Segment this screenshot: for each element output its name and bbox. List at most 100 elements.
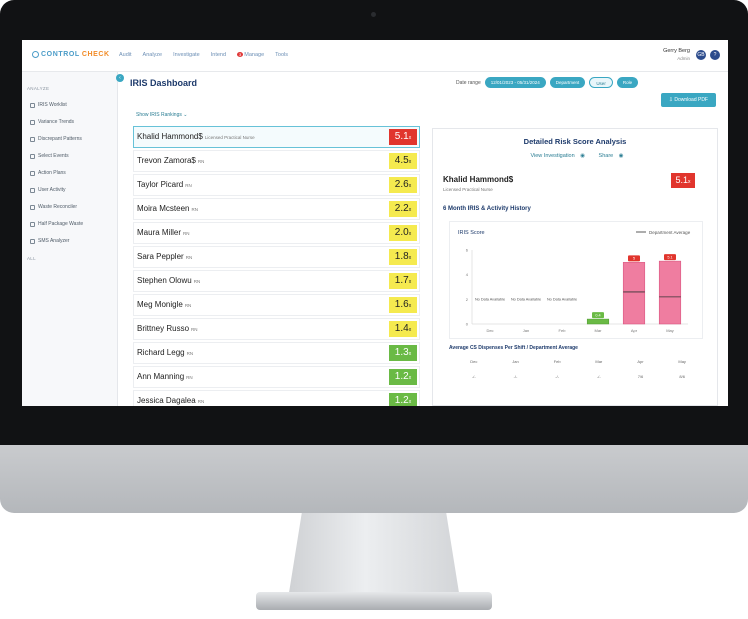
iris-score-badge: 5.1x bbox=[389, 129, 417, 145]
main-nav: Audit Analyze Investigate Intend 3 Manage… bbox=[119, 52, 288, 58]
avg-month-header: Mar bbox=[595, 359, 603, 364]
sidebar-item-user-activity[interactable]: User Activity bbox=[30, 187, 66, 193]
ranking-row[interactable]: Richard Legg RN 1.3x bbox=[133, 342, 420, 364]
x-tick-label: May bbox=[666, 328, 674, 333]
ranking-row[interactable]: Brittney Russo RN 1.4x bbox=[133, 318, 420, 340]
sidebar-item-discrepant-patterns[interactable]: Discrepant Patterns bbox=[30, 136, 82, 142]
ranking-row[interactable]: Ann Manning RN 1.2x bbox=[133, 366, 420, 388]
ranking-role: Licensed Practical Nurse bbox=[204, 135, 255, 140]
trend-icon bbox=[30, 119, 35, 125]
sidebar-item-variance-trends[interactable]: Variance Trends bbox=[30, 119, 74, 125]
bar-value-label: 0.4 bbox=[595, 313, 600, 317]
sidebar-item-waste-reconciler[interactable]: Waste Reconciler bbox=[30, 204, 77, 210]
ranking-name: Taylor Picard RN bbox=[137, 180, 192, 189]
avg-month-header: Jan bbox=[512, 359, 519, 364]
employee-role: Licensed Practical Nurse bbox=[443, 187, 493, 192]
y-tick-label: 2 bbox=[466, 297, 469, 302]
sidebar-item-sms-analyzer[interactable]: SMS Analyzer bbox=[30, 238, 69, 244]
history-title: 6 Month IRIS & Activity History bbox=[443, 206, 531, 212]
ranking-row[interactable]: Stephen Olowu RN 1.7x bbox=[133, 270, 420, 292]
user-menu[interactable]: Gerry Berg Admin bbox=[663, 47, 690, 63]
show-rankings-toggle[interactable]: Show IRIS Rankings ⌄ bbox=[136, 112, 188, 118]
view-investigation-link[interactable]: View Investigation ◉ bbox=[530, 153, 585, 159]
nav-investigate[interactable]: Investigate bbox=[173, 52, 200, 58]
iris-score-badge: 1.4x bbox=[389, 321, 417, 337]
avatar[interactable]: GB bbox=[696, 50, 706, 60]
department-select[interactable]: Department bbox=[549, 77, 586, 88]
ranking-role: RN bbox=[191, 207, 198, 212]
ranking-name: Brittney Russo RN bbox=[137, 324, 198, 333]
download-pdf-button[interactable]: ⇩ Download PDF bbox=[660, 93, 716, 107]
ranking-name: Khalid Hammond$ Licensed Practical Nurse bbox=[137, 132, 255, 141]
nav-manage[interactable]: 3 Manage bbox=[237, 52, 265, 58]
event-icon bbox=[30, 153, 35, 159]
ranking-role: RN bbox=[185, 255, 193, 260]
avg-month-value: 7/6 bbox=[637, 374, 644, 379]
date-range-select[interactable]: 12/01/2023 - 05/31/2024 bbox=[484, 77, 546, 88]
app-logo[interactable]: CONTROL CHECK bbox=[32, 51, 110, 58]
webcam-icon bbox=[371, 12, 376, 17]
role-select[interactable]: Role bbox=[616, 77, 639, 88]
avg-month-value: -/- bbox=[513, 374, 518, 379]
ranking-role: RN bbox=[183, 231, 190, 236]
iris-score-badge: 2.6x bbox=[389, 177, 417, 193]
app-screen: CONTROL CHECK Audit Analyze Investigate I… bbox=[22, 40, 728, 406]
bar-value-badge bbox=[664, 254, 676, 261]
x-tick-label: Mar bbox=[595, 328, 603, 333]
monitor-chin bbox=[0, 445, 748, 513]
bar-value-label: 5.1 bbox=[667, 256, 672, 260]
bar-value-badge bbox=[592, 312, 604, 319]
iris-score-badge: 4.5x bbox=[389, 153, 417, 169]
user-role: Admin bbox=[677, 56, 690, 61]
no-data-label: No Data Available bbox=[475, 298, 505, 302]
ranking-role: RN bbox=[193, 279, 201, 284]
ranking-role: RN bbox=[184, 303, 192, 308]
ranking-row[interactable]: Trevon Zamora$ RN 4.5x bbox=[133, 150, 420, 172]
nav-tools[interactable]: Tools bbox=[275, 52, 288, 58]
risk-detail-panel: Detailed Risk Score Analysis View Invest… bbox=[432, 128, 718, 406]
chart-y-label: IRIS Score bbox=[458, 230, 485, 236]
ranking-name: Meg Monigle RN bbox=[137, 300, 192, 309]
share-link[interactable]: Share ◉ bbox=[598, 153, 624, 159]
sidebar-item-select-events[interactable]: Select Events bbox=[30, 153, 69, 159]
ranking-role: RN bbox=[186, 375, 193, 380]
ranking-role: RN bbox=[186, 351, 194, 356]
pattern-icon bbox=[30, 136, 35, 142]
sms-icon bbox=[30, 238, 35, 244]
sidebar-item-action-plans[interactable]: Action Plans bbox=[30, 170, 66, 176]
iris-score-badge: 2.0x bbox=[389, 225, 417, 241]
bar-value-badge bbox=[628, 255, 640, 262]
ranking-role: RN bbox=[197, 399, 205, 404]
legend-average-label: Department Average bbox=[649, 230, 691, 235]
sidebar-collapse-button[interactable]: ‹ bbox=[116, 74, 124, 82]
plan-icon bbox=[30, 170, 35, 176]
avg-month-header: Dec bbox=[470, 359, 478, 364]
ranking-row[interactable]: Khalid Hammond$ Licensed Practical Nurse 5… bbox=[133, 126, 420, 148]
nav-analyze[interactable]: Analyze bbox=[142, 52, 163, 58]
nav-intend[interactable]: Intend bbox=[210, 52, 227, 58]
employee-name: Khalid Hammond$ bbox=[443, 175, 514, 184]
filter-bar: Date range 12/01/2023 - 05/31/2024 Depar… bbox=[456, 77, 639, 88]
bar-value-label: 5 bbox=[633, 257, 635, 261]
avg-month-header: Apr bbox=[637, 359, 644, 364]
user-select[interactable]: User bbox=[589, 77, 613, 88]
sidebar-item-iris-worklist[interactable]: IRIS Worklist bbox=[30, 102, 67, 108]
nav-audit[interactable]: Audit bbox=[119, 52, 132, 58]
iris-history-chart: IRIS Score Department Average 0 2 4 6 Dec No Da… bbox=[449, 221, 703, 339]
ranking-row[interactable]: Moira Mcsteen RN 2.2x bbox=[133, 198, 420, 220]
chart-bar bbox=[586, 318, 610, 325]
ranking-row[interactable]: Sara Peppler RN 1.8x bbox=[133, 246, 420, 268]
ranking-row[interactable]: Meg Monigle RN 1.6x bbox=[133, 294, 420, 316]
sidebar-item-half-package-waste[interactable]: Half Package Waste bbox=[30, 221, 83, 227]
ranking-name: Moira Mcsteen RN bbox=[137, 204, 198, 213]
x-tick-label: Dec bbox=[486, 328, 493, 333]
monitor-base bbox=[256, 592, 492, 610]
main-content: IRIS Dashboard Date range 12/01/2023 - 0… bbox=[126, 72, 728, 406]
ranking-row[interactable]: Taylor Picard RN 2.6x bbox=[133, 174, 420, 196]
y-tick-label: 0 bbox=[466, 322, 469, 327]
ranking-row[interactable]: Jessica Dagalea RN 1.2x bbox=[133, 390, 420, 406]
ranking-row[interactable]: Maura Miller RN 2.0x bbox=[133, 222, 420, 244]
help-icon[interactable]: ? bbox=[710, 50, 720, 60]
no-data-label: No Data Available bbox=[547, 298, 577, 302]
x-tick-label: Apr bbox=[631, 328, 638, 333]
